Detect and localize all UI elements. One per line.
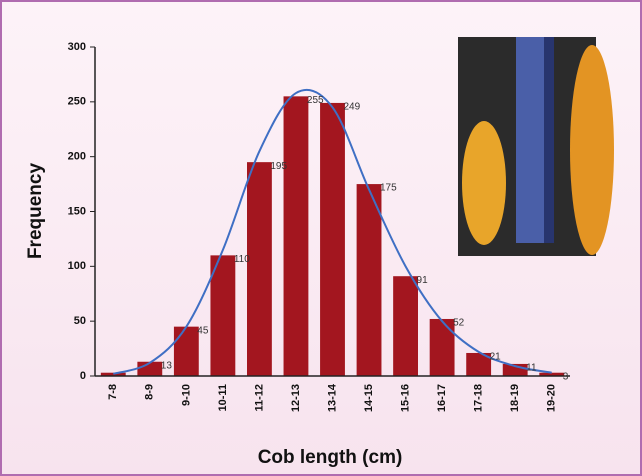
value-label: 3 xyxy=(563,371,569,382)
bar xyxy=(320,103,345,376)
value-label: 110 xyxy=(234,254,250,265)
value-label: 175 xyxy=(380,183,397,194)
y-tick-label: 50 xyxy=(74,315,86,327)
photo xyxy=(458,37,614,256)
x-tick-label: 7-8 xyxy=(107,384,119,400)
y-tick-label: 300 xyxy=(68,41,86,53)
value-label: 249 xyxy=(343,102,360,113)
value-label: 45 xyxy=(197,325,209,336)
value-label: 195 xyxy=(270,161,287,172)
bar xyxy=(357,184,382,376)
bar xyxy=(247,162,272,376)
value-label: 91 xyxy=(417,275,429,286)
x-axis-label: Cob length (cm) xyxy=(258,447,403,468)
bar xyxy=(430,319,455,376)
bar xyxy=(210,255,235,376)
x-tick-label: 13-14 xyxy=(326,383,338,412)
x-tick-label: 11-12 xyxy=(253,384,265,412)
bar xyxy=(174,327,199,376)
x-tick-label: 19-20 xyxy=(546,384,558,412)
bar xyxy=(393,276,418,376)
bar xyxy=(284,96,309,376)
value-label: 255 xyxy=(307,95,324,106)
x-tick-label: 15-16 xyxy=(399,384,411,412)
y-tick-label: 100 xyxy=(68,260,86,272)
value-label: 52 xyxy=(453,318,465,329)
x-tick-label: 8-9 xyxy=(144,384,156,400)
chart: Cob length (cm) Frequency 0 50 100 150 200 25… xyxy=(0,0,642,476)
x-tick-label: 18-19 xyxy=(509,384,521,412)
x-tick-label: 10-11 xyxy=(217,384,229,412)
value-label: 21 xyxy=(490,352,502,363)
y-tick-label: 150 xyxy=(68,205,86,217)
x-tick-label: 9-10 xyxy=(180,384,192,406)
y-tick-label: 250 xyxy=(68,96,86,108)
y-axis-label: Frequency xyxy=(25,163,46,260)
x-tick-label: 17-18 xyxy=(473,384,485,412)
y-tick-label: 200 xyxy=(68,151,86,163)
value-label: 11 xyxy=(526,363,537,374)
y-tick-label: 0 xyxy=(80,370,86,382)
value-label: 13 xyxy=(161,360,173,371)
x-tick-label: 16-17 xyxy=(436,384,448,412)
x-tick-label: 14-15 xyxy=(363,384,375,412)
x-tick-label: 12-13 xyxy=(290,384,302,412)
